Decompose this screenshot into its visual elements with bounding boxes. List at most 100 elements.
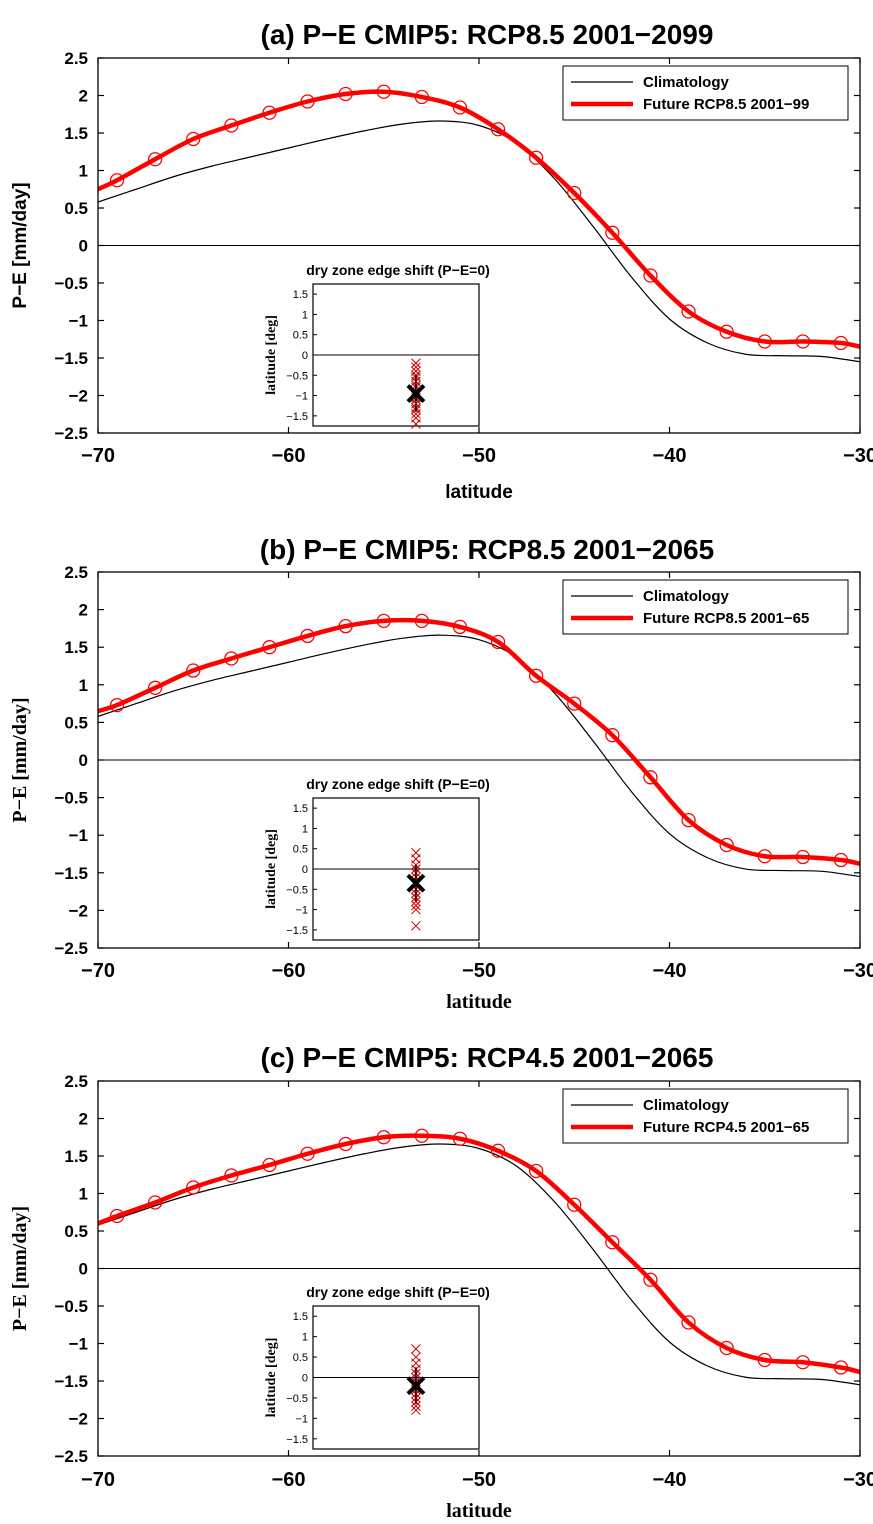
ensemble-mark <box>411 1344 421 1354</box>
inset-y-tick-label: −1 <box>295 1413 308 1425</box>
x-tick-label: −60 <box>272 1469 306 1491</box>
y-tick-label: 2 <box>79 87 88 106</box>
future-marker <box>262 640 277 655</box>
inset-title: dry zone edge shift (P−E=0) <box>306 776 490 792</box>
x-tick-label: −50 <box>462 960 496 982</box>
ensemble-mark <box>411 362 421 373</box>
y-axis-label: P−E [mm/day] <box>9 1206 31 1331</box>
x-tick-label: −40 <box>653 445 687 467</box>
future-marker <box>605 1235 620 1250</box>
future-marker <box>109 1208 125 1224</box>
inset: dry zone edge shift (P−E=0) −1.5 −1 −0.5 0 0.… <box>264 262 490 429</box>
y-tick-label: 1 <box>79 676 88 695</box>
panel-a: (a) P−E CMIP5: RCP8.5 2001−2099 −2.5 −2 −1.… <box>10 19 873 503</box>
x-tick-label: −30 <box>843 445 873 467</box>
y-tick-label: 0.5 <box>64 199 88 218</box>
inset-y-tick-label: 0.5 <box>293 1352 308 1364</box>
y-tick-label: 1 <box>79 162 88 181</box>
y-tick-label: −0.5 <box>54 789 88 808</box>
y-tick-label: 2.5 <box>64 49 88 68</box>
future-marker <box>833 852 849 868</box>
future-marker <box>452 1131 468 1146</box>
y-tick-label: 0 <box>79 751 88 770</box>
y-tick-label: −1 <box>69 826 88 845</box>
future-marker <box>262 1157 277 1173</box>
future-marker <box>300 94 315 109</box>
y-tick-label: 1 <box>79 1185 88 1204</box>
future-marker <box>795 334 810 349</box>
panel-title: (a) P−E CMIP5: RCP8.5 2001−2099 <box>261 19 714 50</box>
inset-y-tick-label: −1.5 <box>286 411 308 423</box>
future-marker <box>719 324 734 339</box>
legend-entry: Climatology <box>643 1097 729 1114</box>
y-tick-label: −2 <box>69 1410 88 1429</box>
inset-y-tick-label: 1.5 <box>293 289 308 301</box>
climatology-line <box>98 120 860 363</box>
future-marker <box>376 84 391 99</box>
future-marker <box>376 613 391 629</box>
future-marker <box>224 1168 239 1183</box>
x-tick-label: −30 <box>843 960 873 982</box>
legend-entry: Future RCP8.5 2001−65 <box>643 610 809 627</box>
legend-box <box>562 65 849 121</box>
future-marker <box>719 837 734 853</box>
future-marker <box>567 1197 582 1212</box>
legend-entry: Future RCP8.5 2001−99 <box>643 96 809 113</box>
future-marker <box>452 619 468 635</box>
inset-y-tick-label: −0.5 <box>286 884 308 896</box>
future-marker <box>109 173 125 188</box>
legend: Climatology Future RCP8.5 2001−99 <box>562 65 849 121</box>
inset-y-tick-label: 1.5 <box>293 803 308 815</box>
inset-y-tick-label: 1.5 <box>293 1311 308 1323</box>
climatology-line <box>98 1143 860 1386</box>
inset-y-tick-label: −1 <box>295 391 308 403</box>
x-axis-label: latitude <box>445 482 513 503</box>
inset-y-axis-label: latitude [deg] <box>264 315 279 395</box>
inset-y-tick-label: −1.5 <box>286 1434 308 1446</box>
y-tick-label: −1 <box>69 1335 88 1354</box>
future-marker <box>605 728 620 743</box>
legend: Climatology Future RCP4.5 2001−65 <box>562 1088 849 1144</box>
future-marker <box>757 334 772 349</box>
ensemble-mark <box>411 1401 421 1411</box>
future-marker <box>605 225 620 240</box>
future-marker <box>262 105 277 120</box>
future-marker <box>338 618 353 634</box>
x-tick-label: −40 <box>653 960 687 982</box>
legend-box <box>562 1088 849 1144</box>
future-marker <box>224 651 239 666</box>
future-marker <box>186 1180 201 1195</box>
inset-title: dry zone edge shift (P−E=0) <box>306 262 490 278</box>
y-tick-label: 1.5 <box>64 124 88 143</box>
future-marker <box>833 335 849 351</box>
future-marker <box>147 152 163 167</box>
mean-shift-mark <box>406 384 426 403</box>
inset-y-tick-label: 1 <box>302 309 308 321</box>
mean-shift-mark <box>406 873 426 893</box>
x-tick-label: −60 <box>272 445 306 467</box>
future-marker <box>795 849 810 865</box>
future-marker <box>224 118 239 133</box>
x-axis-label: latitude <box>446 1500 512 1522</box>
y-tick-label: −2.5 <box>54 1447 88 1466</box>
future-marker <box>338 86 353 102</box>
panel-title: (b) P−E CMIP5: RCP8.5 2001−2065 <box>260 534 714 565</box>
ensemble-mark <box>411 358 421 368</box>
future-marker <box>414 89 430 105</box>
y-tick-label: −1.5 <box>54 864 88 883</box>
future-marker <box>567 185 582 201</box>
ensemble-mark <box>411 408 421 419</box>
climatology-line <box>98 634 860 878</box>
inset-y-tick-label: 1 <box>302 1332 308 1344</box>
mean-shift-mark <box>406 1376 426 1396</box>
future-line <box>98 617 860 866</box>
future-marker <box>490 634 506 650</box>
y-tick-label: 1.5 <box>64 1147 88 1166</box>
y-tick-label: 1.5 <box>64 638 88 657</box>
future-marker <box>452 100 468 115</box>
future-marker <box>643 1272 658 1287</box>
y-tick-label: 0.5 <box>64 1222 88 1241</box>
x-tick-label: −50 <box>462 445 496 467</box>
future-marker <box>681 1315 696 1330</box>
x-tick-label: −70 <box>81 960 115 982</box>
